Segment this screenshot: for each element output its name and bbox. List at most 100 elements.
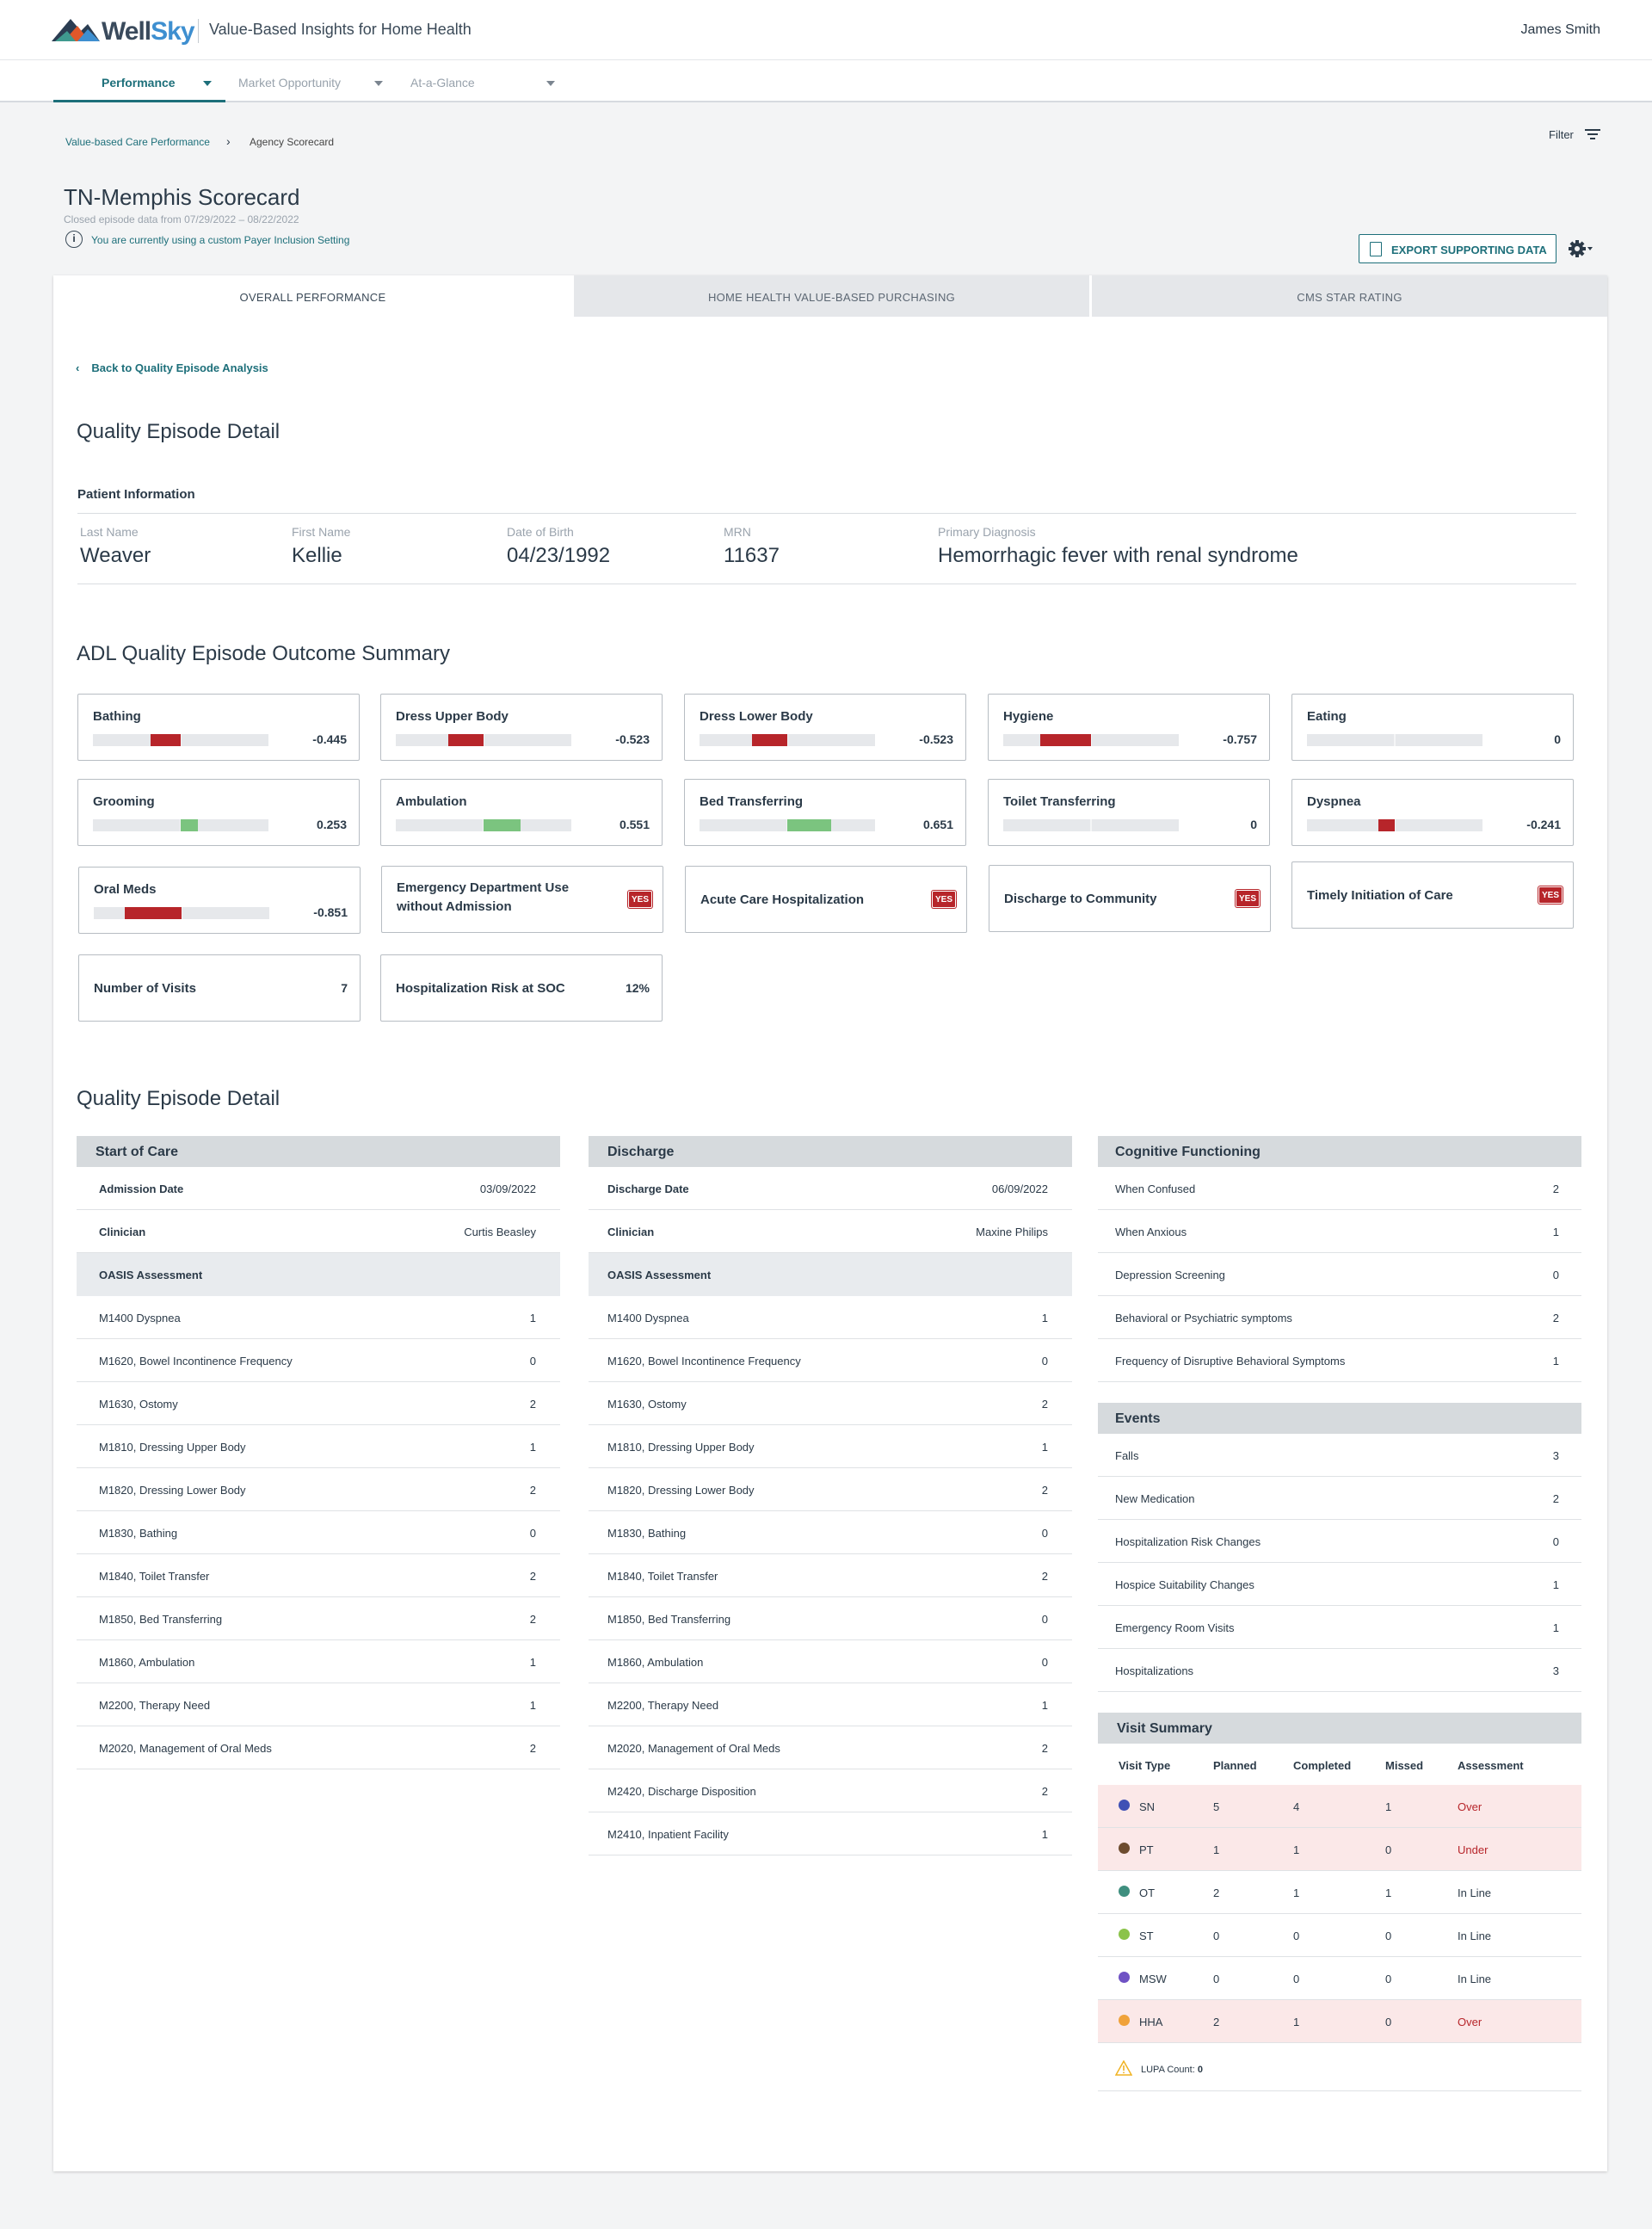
export-supporting-data-button[interactable]: EXPORT SUPPORTING DATA <box>1359 234 1556 263</box>
visit-type-dot-icon <box>1119 2015 1130 2026</box>
visit-completed: 0 <box>1293 1930 1300 1942</box>
table-row: When Anxious 1 <box>1098 1210 1581 1253</box>
page-title: TN-Memphis Scorecard <box>64 184 300 210</box>
chevron-down-icon <box>374 81 383 86</box>
flag-tile-timely-initiation-of-care[interactable]: Timely Initiation of Care YES <box>1291 861 1574 929</box>
metric-tile-dyspnea[interactable]: Dyspnea -0.241 <box>1291 779 1574 846</box>
adl-outcome-summary-title: ADL Quality Episode Outcome Summary <box>77 642 450 665</box>
visit-assessment: In Line <box>1458 1930 1492 1942</box>
visit-completed: 1 <box>1293 1843 1300 1856</box>
number-of-visits-tile[interactable]: Number of Visits 7 <box>78 954 361 1022</box>
discharge-date-row: Discharge Date 06/09/2022 <box>589 1167 1072 1210</box>
tab-overall-performance[interactable]: OVERALL PERFORMANCE <box>53 275 572 317</box>
metric-tile-eating[interactable]: Eating 0 <box>1291 694 1574 761</box>
score-track <box>1307 734 1482 746</box>
nav-at-a-glance[interactable]: At-a-Glance <box>410 60 558 102</box>
nav-performance[interactable]: Performance <box>53 60 225 102</box>
cognitive-functioning-header: Cognitive Functioning <box>1098 1136 1581 1167</box>
visit-type: ST <box>1139 1930 1154 1942</box>
metric-name: Eating <box>1307 709 1347 724</box>
table-row: Frequency of Disruptive Behavioral Sympt… <box>1098 1339 1581 1382</box>
metric-tile-bathing[interactable]: Bathing -0.445 <box>77 694 360 761</box>
discharge-table: Discharge Discharge Date 06/09/2022 Clini… <box>589 1136 1072 1855</box>
tab-cms-star-rating[interactable]: CMS STAR RATING <box>1092 275 1607 317</box>
lupa-count: LUPA Count: 0 <box>1098 2043 1581 2091</box>
metric-tile-grooming[interactable]: Grooming 0.253 <box>77 779 360 846</box>
metric-tile-dress-lower-body[interactable]: Dress Lower Body -0.523 <box>684 694 966 761</box>
metric-tile-dress-upper-body[interactable]: Dress Upper Body -0.523 <box>380 694 663 761</box>
metric-tile-oral-meds[interactable]: Oral Meds -0.851 <box>78 867 361 934</box>
visit-assessment: Over <box>1458 2016 1482 2028</box>
flag-tile-acute-care-hospitalization[interactable]: Acute Care Hospitalization YES <box>685 866 967 933</box>
clinician-row: Clinician Maxine Philips <box>589 1210 1072 1253</box>
metric-name: Hospitalization Risk at SOC <box>396 981 565 996</box>
visit-type: HHA <box>1139 2016 1163 2028</box>
flag-name: Timely Initiation of Care <box>1307 888 1453 903</box>
visit-completed: 0 <box>1293 1973 1300 1985</box>
wellsky-logo[interactable]: WellSky <box>52 12 195 46</box>
primary-diagnosis-field: Primary Diagnosis Hemorrhagic fever with… <box>938 525 1298 568</box>
score-bar <box>151 734 181 746</box>
breadcrumb-current: Agency Scorecard <box>250 136 335 148</box>
visit-row-pt: PT 1 1 0 Under <box>1098 1828 1581 1871</box>
field-label: Date of Birth <box>507 525 574 539</box>
hospitalization-risk-tile[interactable]: Hospitalization Risk at SOC 12% <box>380 954 663 1022</box>
score-bar <box>1378 819 1395 831</box>
field-label: First Name <box>292 525 351 539</box>
visit-planned: 2 <box>1213 1886 1220 1899</box>
metric-name: Toilet Transferring <box>1003 794 1116 809</box>
breadcrumb-parent[interactable]: Value-based Care Performance <box>65 136 210 148</box>
metric-value: -0.523 <box>919 732 953 746</box>
score-track <box>396 819 571 831</box>
date-of-birth-field: Date of Birth 04/23/1992 <box>507 525 610 568</box>
visit-completed: 4 <box>1293 1800 1300 1813</box>
filter-button[interactable]: Filter <box>1549 128 1574 141</box>
chevron-left-icon: ‹ <box>76 361 80 374</box>
metric-tile-hygiene[interactable]: Hygiene -0.757 <box>988 694 1270 761</box>
metric-name: Dress Upper Body <box>396 709 509 724</box>
main-nav: Performance Market Opportunity At-a-Glan… <box>0 60 1652 102</box>
user-menu[interactable]: James Smith <box>1520 22 1600 37</box>
visit-assessment: In Line <box>1458 1886 1492 1899</box>
visit-missed: 0 <box>1385 1973 1392 1985</box>
export-button-label: EXPORT SUPPORTING DATA <box>1391 244 1547 256</box>
tab-hhvbp[interactable]: HOME HEALTH VALUE-BASED PURCHASING <box>574 275 1089 317</box>
oasis-assessment-header: OASIS Assessment <box>77 1253 560 1296</box>
visit-planned: 2 <box>1213 2016 1220 2028</box>
warning-icon <box>1115 2060 1132 2076</box>
table-row: Hospitalization Risk Changes 0 <box>1098 1520 1581 1563</box>
gear-icon[interactable] <box>1568 237 1593 261</box>
metric-tile-toilet-transferring[interactable]: Toilet Transferring 0 <box>988 779 1270 846</box>
visit-planned: 0 <box>1213 1973 1220 1985</box>
payer-inclusion-notice[interactable]: You are currently using a custom Payer I… <box>91 234 350 246</box>
flag-tile-ed-use-without-admission[interactable]: Emergency Department Use without Admissio… <box>381 866 663 933</box>
visit-summary-header: Visit Summary <box>1098 1713 1581 1744</box>
field-value: Hemorrhagic fever with renal syndrome <box>938 544 1298 567</box>
yes-badge: YES <box>628 891 652 908</box>
back-to-quality-episode-analysis-link[interactable]: ‹ Back to Quality Episode Analysis <box>76 361 268 374</box>
table-row: M1630, Ostomy 2 <box>77 1382 560 1425</box>
nav-market-opportunity-label: Market Opportunity <box>238 76 342 90</box>
quality-episode-detail-title-2: Quality Episode Detail <box>77 1087 280 1110</box>
table-row: When Confused 2 <box>1098 1167 1581 1210</box>
metric-name: Bed Transferring <box>700 794 804 809</box>
metric-tile-ambulation[interactable]: Ambulation 0.551 <box>380 779 663 846</box>
flag-tile-discharge-to-community[interactable]: Discharge to Community YES <box>989 865 1271 932</box>
flag-name: Discharge to Community <box>1004 892 1157 906</box>
filter-icon[interactable] <box>1585 127 1600 141</box>
metric-value: 0 <box>1554 732 1561 746</box>
score-track <box>1003 819 1179 831</box>
field-label: Last Name <box>80 525 139 539</box>
visit-type-dot-icon <box>1119 1929 1130 1940</box>
table-row: M2420, Discharge Disposition 2 <box>589 1769 1072 1812</box>
metric-value: 0 <box>1250 818 1257 831</box>
visit-summary-columns: Visit Type Planned Completed Missed Asse… <box>1119 1759 1524 1772</box>
nav-market-opportunity[interactable]: Market Opportunity <box>238 60 391 102</box>
visit-row-hha: HHA 2 1 0 Over <box>1098 2000 1581 2043</box>
score-bar <box>1039 734 1091 746</box>
metric-name: Dress Lower Body <box>700 709 813 724</box>
table-row: Falls 3 <box>1098 1434 1581 1477</box>
metric-tile-bed-transferring[interactable]: Bed Transferring 0.651 <box>684 779 966 846</box>
field-label: MRN <box>724 525 751 539</box>
field-value: 04/23/1992 <box>507 544 611 567</box>
